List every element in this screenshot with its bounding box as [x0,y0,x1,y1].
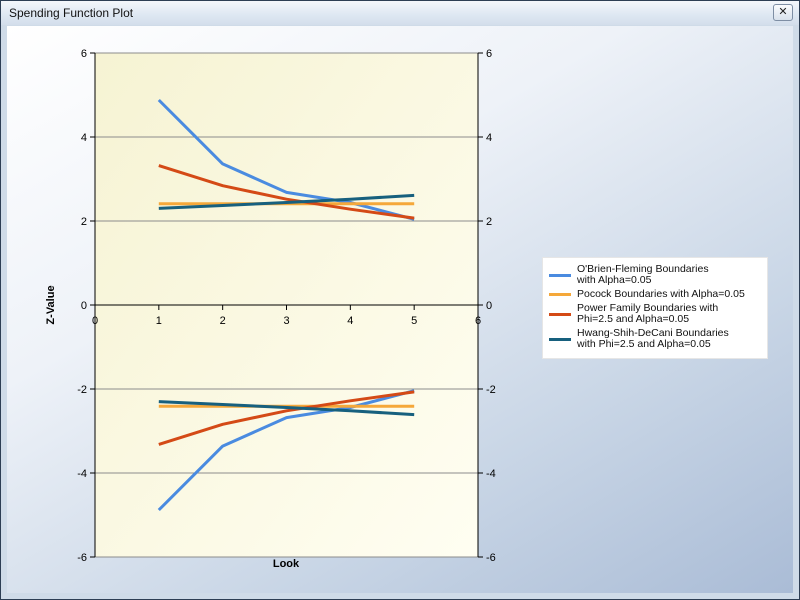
x-axis-label: Look [273,558,300,570]
x-tick-label: 2 [220,315,226,327]
y-tick-label-right: -4 [486,468,496,480]
close-button[interactable]: ✕ [773,4,793,21]
x-tick-label: 1 [156,315,162,327]
legend-label: Pocock Boundaries with Alpha=0.05 [577,288,745,300]
y-tick-label-left: 0 [81,300,87,312]
y-tick-label-right: 6 [486,48,492,60]
window-title: Spending Function Plot [9,6,134,20]
x-tick-label: 6 [475,315,481,327]
y-tick-label-left: -6 [77,552,87,564]
x-tick-label: 4 [347,315,353,327]
x-tick-label: 3 [283,315,289,327]
y-tick-label-left: 6 [81,48,87,60]
series-line-upper [158,164,415,220]
series-line-upper [157,98,415,221]
x-tick-label: 0 [92,315,98,327]
series-line-lower [157,389,415,512]
y-tick-label-left: 2 [81,216,87,228]
legend-item: Power Family Boundaries with Phi=2.5 and… [549,303,761,325]
y-tick-label-right: 0 [486,300,492,312]
title-bar[interactable]: Spending Function Plot ✕ [1,1,799,25]
y-tick-label-right: -6 [486,552,496,564]
series-line-lower [158,400,415,417]
legend-swatch [549,337,571,341]
series-line-upper [158,193,415,210]
legend-label: Hwang-Shih-DeCani Boundaries with Phi=2.… [577,327,729,350]
x-tick-label: 5 [411,315,417,327]
legend-label: Power Family Boundaries with Phi=2.5 and… [577,302,719,325]
y-tick-label-left: 4 [81,132,87,144]
legend-item: Hwang-Shih-DeCani Boundaries with Phi=2.… [549,328,761,350]
legend-swatch [549,273,571,277]
legend-item: O'Brien-Fleming Boundaries with Alpha=0.… [549,264,761,286]
legend: O'Brien-Fleming Boundaries with Alpha=0.… [542,257,768,359]
y-tick-label-left: -4 [77,468,87,480]
spending-function-chart: -6 -6-4 -4-2 -20 02 24 46 60 1 2 3 4 5 6 Look Z-Value [45,48,496,570]
y-tick-label-right: 4 [486,132,492,144]
legend-label: O'Brien-Fleming Boundaries with Alpha=0.… [577,263,709,286]
legend-item: Pocock Boundaries with Alpha=0.05 [549,289,761,300]
y-tick-label-right: 2 [486,216,492,228]
legend-swatch [549,312,571,316]
y-axis-label: Z-Value [45,285,57,324]
chart-area: -6 -6 -4 -4 -2 -2 0 0 2 2 4 4 6 6 0 1 2 3 4 5 6 Look Z-Value… [7,26,793,593]
legend-swatch [549,293,571,296]
series-line-lower [158,390,415,446]
y-tick-label-right: -2 [486,384,496,396]
y-tick-label-left: -2 [77,384,87,396]
